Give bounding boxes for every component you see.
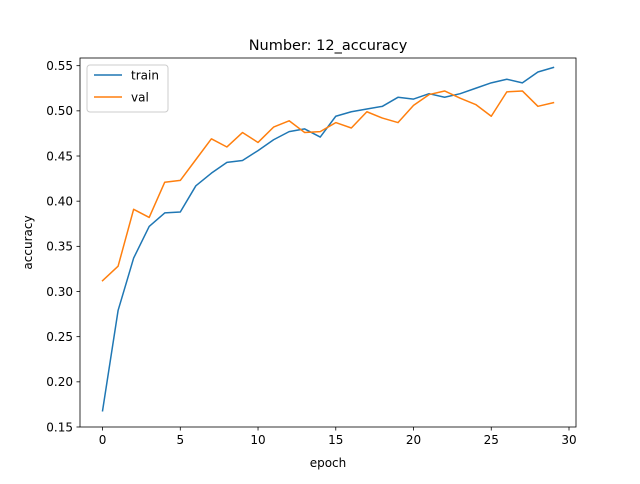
- plot-area: [80, 58, 576, 427]
- legend-label-val: val: [131, 91, 149, 105]
- x-tick-label: 0: [99, 433, 107, 447]
- plot-frame: [79, 57, 577, 428]
- y-axis-label: accuracy: [21, 215, 35, 269]
- y-tick-label: 0.40: [46, 194, 73, 208]
- series-line-val: [101, 90, 555, 282]
- x-tick-label: 5: [176, 433, 184, 447]
- y-axis: 0.15 0.20 0.25 0.30 0.35 0.40 0.45 0.50 0.55: [46, 59, 80, 434]
- legend: train val: [86, 64, 169, 113]
- x-tick-label: 25: [484, 433, 499, 447]
- x-tick-label: 30: [561, 433, 576, 447]
- y-tick-label: 0.35: [46, 240, 73, 254]
- x-tick-label: 20: [406, 433, 421, 447]
- y-tick-label: 0.30: [46, 285, 73, 299]
- y-tick-label: 0.20: [46, 375, 73, 389]
- y-tick-label: 0.45: [46, 149, 73, 163]
- x-axis-label: epoch: [310, 456, 347, 470]
- y-tick-label: 0.55: [46, 59, 73, 73]
- series-layer: [101, 66, 555, 412]
- x-tick-label: 15: [328, 433, 343, 447]
- legend-box: [86, 64, 169, 113]
- x-axis: 0 5 10 15 20 25 30: [99, 427, 577, 447]
- legend-label-train: train: [131, 69, 159, 83]
- y-tick-label: 0.25: [46, 330, 73, 344]
- chart-title: Number: 12_accuracy: [249, 38, 408, 54]
- y-tick-label: 0.15: [46, 420, 73, 434]
- x-tick-label: 10: [250, 433, 265, 447]
- y-tick-label: 0.50: [46, 104, 73, 118]
